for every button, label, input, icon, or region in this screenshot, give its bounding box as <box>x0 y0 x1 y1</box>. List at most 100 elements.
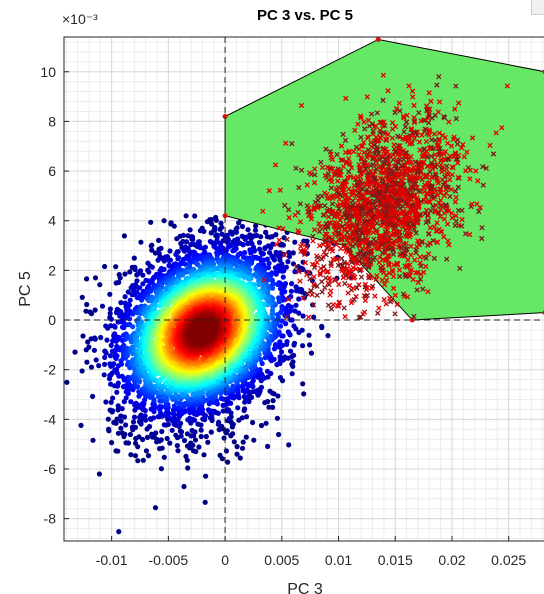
density-point <box>246 398 252 405</box>
density-point <box>157 303 163 309</box>
density-point <box>114 416 120 422</box>
density-point <box>220 408 226 414</box>
density-point <box>140 457 146 463</box>
density-point <box>153 430 159 436</box>
density-point <box>201 228 207 234</box>
density-point <box>86 344 92 350</box>
density-point <box>208 230 214 236</box>
density-point <box>241 274 247 280</box>
density-point <box>218 220 224 226</box>
density-point <box>224 239 231 245</box>
density-point <box>164 435 170 442</box>
density-point <box>192 437 199 443</box>
density-point <box>232 267 238 273</box>
density-point <box>171 223 177 229</box>
density-point <box>218 395 224 401</box>
density-point <box>258 384 265 390</box>
density-point <box>243 414 250 420</box>
density-point <box>190 448 197 454</box>
density-point <box>262 355 268 361</box>
density-point <box>177 428 183 434</box>
density-point <box>296 296 302 302</box>
density-point <box>83 308 89 314</box>
density-point <box>135 458 141 464</box>
density-point <box>103 399 109 405</box>
density-point <box>152 250 158 256</box>
density-point <box>122 294 128 300</box>
density-point <box>127 269 133 275</box>
density-point <box>112 324 118 330</box>
density-point <box>178 420 184 426</box>
density-point <box>174 236 180 242</box>
density-point <box>275 312 281 318</box>
density-point <box>279 333 285 339</box>
density-point <box>319 323 325 329</box>
density-point <box>277 257 283 263</box>
density-point <box>201 452 207 458</box>
density-point <box>125 289 131 295</box>
density-point <box>126 302 133 308</box>
density-point <box>114 389 120 395</box>
density-point <box>109 408 116 414</box>
density-point <box>99 303 106 309</box>
density-point <box>90 393 96 399</box>
density-point <box>132 424 139 430</box>
density-point <box>118 300 124 306</box>
density-point <box>173 432 179 438</box>
density-point <box>275 281 281 287</box>
density-point <box>169 427 175 433</box>
density-point <box>121 233 127 239</box>
density-point <box>107 353 113 359</box>
density-point <box>242 236 248 242</box>
density-point <box>121 414 128 420</box>
density-point <box>138 239 144 245</box>
density-point <box>148 243 154 249</box>
density-point <box>122 271 128 277</box>
density-point <box>184 457 190 463</box>
density-point <box>288 288 294 294</box>
density-point <box>230 383 236 389</box>
density-point <box>205 439 211 445</box>
density-point <box>178 433 184 439</box>
density-point <box>144 434 151 440</box>
density-point <box>245 240 251 247</box>
density-point <box>208 217 215 223</box>
density-point <box>181 483 187 490</box>
density-point <box>131 255 137 261</box>
density-point <box>184 431 190 437</box>
density-point <box>115 380 121 386</box>
density-point <box>134 278 140 284</box>
density-point <box>224 407 230 413</box>
density-point <box>108 342 114 348</box>
density-point <box>158 437 164 443</box>
density-point <box>240 254 247 260</box>
density-point <box>290 250 296 256</box>
density-point <box>275 393 281 399</box>
density-point <box>121 342 127 348</box>
density-point <box>279 318 285 324</box>
density-point <box>178 240 184 247</box>
density-point <box>213 217 219 223</box>
density-point <box>301 238 307 244</box>
density-point <box>208 429 214 435</box>
density-point <box>96 363 102 369</box>
density-point <box>228 414 234 420</box>
density-point <box>116 529 122 535</box>
density-point <box>118 418 124 424</box>
density-point <box>277 286 284 292</box>
density-point <box>231 439 237 445</box>
density-point <box>90 437 96 443</box>
density-point <box>130 419 137 425</box>
density-point <box>101 372 107 378</box>
density-point <box>132 266 138 273</box>
density-point <box>234 263 240 269</box>
density-point <box>136 434 142 440</box>
density-point <box>115 448 121 454</box>
density-point <box>252 227 259 233</box>
density-point <box>202 499 208 505</box>
density-point <box>92 275 99 281</box>
density-point <box>279 290 285 296</box>
density-point <box>259 360 265 367</box>
density-point <box>234 451 240 457</box>
density-point <box>243 269 249 275</box>
